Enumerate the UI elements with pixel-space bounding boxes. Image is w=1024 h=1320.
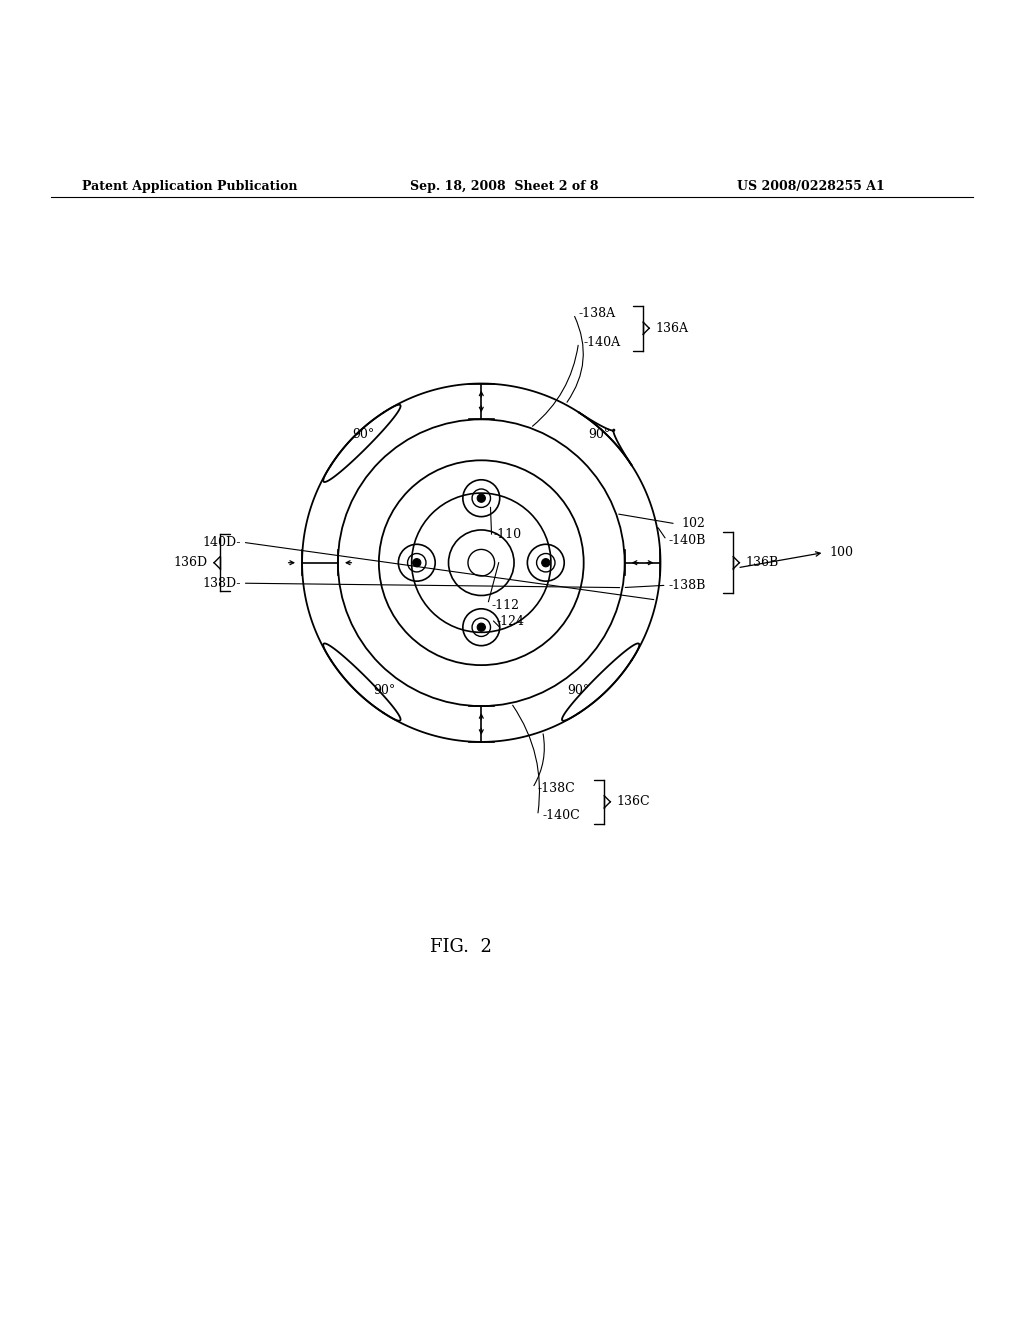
Text: -138A: -138A [579, 308, 615, 321]
Circle shape [413, 558, 421, 566]
Text: -110: -110 [494, 528, 521, 541]
Text: 136D: 136D [174, 556, 208, 569]
Text: -138B: -138B [669, 578, 706, 591]
Text: -140B: -140B [669, 533, 706, 546]
Text: 100: 100 [829, 546, 853, 558]
Text: -138C: -138C [538, 781, 575, 795]
Circle shape [477, 623, 485, 631]
Text: 136A: 136A [655, 322, 688, 335]
Text: FIG.  2: FIG. 2 [430, 937, 492, 956]
Text: 90°: 90° [567, 684, 590, 697]
Text: 138D-: 138D- [202, 577, 241, 590]
Text: 102: 102 [681, 517, 705, 531]
Text: 136B: 136B [745, 556, 778, 569]
Text: 90°: 90° [352, 428, 375, 441]
Circle shape [477, 494, 485, 503]
Circle shape [542, 558, 550, 566]
Text: Sep. 18, 2008  Sheet 2 of 8: Sep. 18, 2008 Sheet 2 of 8 [410, 181, 598, 194]
Text: 90°: 90° [373, 684, 395, 697]
Text: 90°: 90° [588, 428, 610, 441]
Text: US 2008/0228255 A1: US 2008/0228255 A1 [737, 181, 885, 194]
Text: -112: -112 [492, 599, 519, 612]
Text: 140D-: 140D- [202, 536, 241, 549]
Text: -124: -124 [497, 615, 524, 627]
Text: -140A: -140A [584, 337, 621, 348]
Text: 136C: 136C [616, 796, 650, 808]
Text: -140C: -140C [543, 809, 581, 822]
Text: Patent Application Publication: Patent Application Publication [82, 181, 297, 194]
